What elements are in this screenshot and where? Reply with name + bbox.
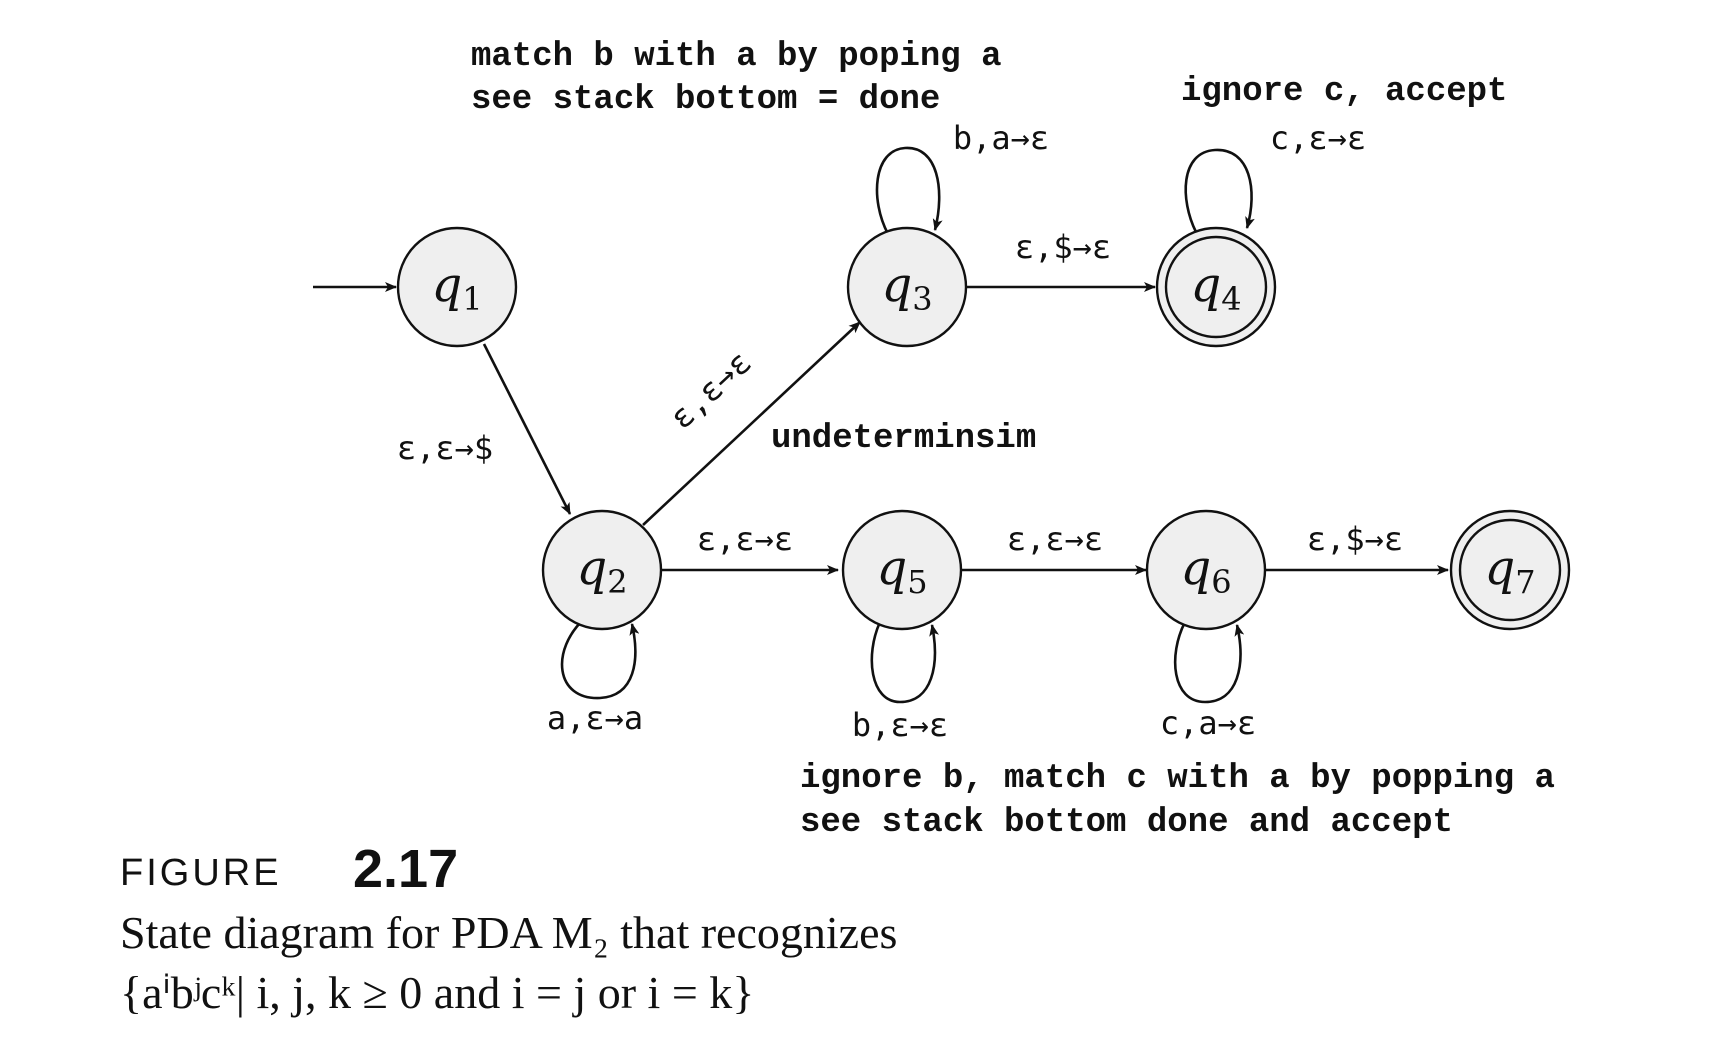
label-q2-q3: ε,ε→ε [662,343,758,436]
svg-text:q6: q6 [1180,540,1231,601]
label-loop-q5: b,ε→ε [852,706,948,744]
svg-text:q4: q4 [1190,257,1241,318]
note-middle: undeterminsim [771,420,1036,458]
note-bottom-line1: ignore b, match c with a by popping a [800,760,1555,798]
figure-caption-line-1: State diagram for PDA M₂ that recognizes [120,907,898,958]
state-q5: q5 [841,509,963,631]
loop-q5 [870,621,940,704]
label-loop-q2: a,ε→a [547,699,643,737]
label-q1-q2: ε,ε→$ [397,429,493,467]
note-top-right: ignore c, accept [1181,73,1507,111]
figure-label: FIGURE [120,852,282,894]
figure-caption-line-2: {aⁱbʲcᵏ| i, j, k ≥ 0 and i = j or i = k} [120,967,755,1018]
note-top-left-line2: see stack bottom = done [471,81,940,119]
loop-q2 [560,617,640,700]
loop-q6 [1173,621,1245,704]
label-q3-q4: ε,$→ε [1015,228,1111,266]
svg-text:q5: q5 [876,540,927,601]
label-loop-q3: b,a→ε [953,119,1049,157]
label-q5-q6: ε,ε→ε [1007,520,1103,558]
figure-number: 2.17 [353,839,459,899]
state-q6: q6 [1145,509,1267,631]
state-q1: q1 [396,226,518,348]
svg-text:q7: q7 [1484,540,1535,601]
svg-text:q3: q3 [881,257,932,318]
state-q3: q3 [846,226,968,348]
label-loop-q4: c,ε→ε [1270,119,1366,157]
note-bottom-line2: see stack bottom done and accept [800,804,1453,842]
label-q2-q5: ε,ε→ε [697,520,793,558]
svg-text:q1: q1 [431,257,482,318]
svg-text:q2: q2 [576,540,627,601]
loop-q3 [875,146,943,235]
label-loop-q6: c,a→ε [1160,704,1256,742]
edge-q1-q2 [482,343,572,515]
state-q2: q2 [541,509,663,631]
label-q6-q7: ε,$→ε [1307,520,1403,558]
state-q4: q4 [1155,226,1277,348]
loop-q4 [1184,148,1255,233]
edge-q2-q3 [642,321,861,526]
state-q7: q7 [1449,509,1571,631]
note-top-left-line1: match b with a by poping a [471,38,1002,76]
